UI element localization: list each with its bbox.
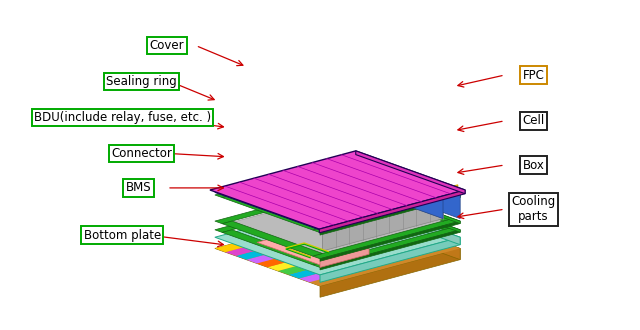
Polygon shape bbox=[355, 200, 460, 245]
Text: Sealing ring: Sealing ring bbox=[106, 75, 177, 88]
Text: Cover: Cover bbox=[150, 39, 184, 52]
Text: Connector: Connector bbox=[111, 147, 172, 160]
Polygon shape bbox=[215, 157, 362, 198]
Polygon shape bbox=[236, 218, 387, 260]
Text: Cooling
parts: Cooling parts bbox=[511, 195, 556, 223]
Text: FPC: FPC bbox=[522, 69, 545, 82]
Polygon shape bbox=[323, 195, 443, 251]
Polygon shape bbox=[257, 229, 369, 265]
Polygon shape bbox=[215, 211, 460, 286]
Text: Bottom plate: Bottom plate bbox=[84, 229, 161, 242]
Polygon shape bbox=[313, 192, 460, 233]
Polygon shape bbox=[353, 163, 443, 218]
Text: BDU(include relay, fuse, etc. ): BDU(include relay, fuse, etc. ) bbox=[34, 111, 211, 124]
Polygon shape bbox=[320, 195, 460, 235]
Polygon shape bbox=[221, 192, 322, 228]
Polygon shape bbox=[210, 151, 465, 229]
Polygon shape bbox=[232, 163, 443, 227]
Polygon shape bbox=[320, 248, 369, 267]
Polygon shape bbox=[356, 151, 465, 194]
Polygon shape bbox=[299, 241, 450, 282]
Polygon shape bbox=[215, 211, 365, 252]
Polygon shape bbox=[320, 237, 460, 282]
Polygon shape bbox=[222, 195, 323, 230]
Polygon shape bbox=[215, 192, 362, 232]
Polygon shape bbox=[225, 214, 376, 256]
Polygon shape bbox=[355, 155, 460, 218]
Polygon shape bbox=[246, 222, 397, 263]
Polygon shape bbox=[355, 192, 460, 232]
Polygon shape bbox=[310, 245, 460, 286]
Polygon shape bbox=[355, 183, 460, 223]
Polygon shape bbox=[320, 221, 460, 261]
Polygon shape bbox=[452, 185, 458, 191]
Polygon shape bbox=[313, 227, 460, 267]
Polygon shape bbox=[353, 163, 443, 218]
Polygon shape bbox=[314, 190, 460, 230]
Polygon shape bbox=[215, 200, 460, 275]
Polygon shape bbox=[222, 221, 323, 256]
Polygon shape bbox=[353, 157, 454, 192]
Polygon shape bbox=[257, 226, 408, 267]
Polygon shape bbox=[355, 157, 460, 197]
Polygon shape bbox=[215, 155, 361, 195]
Polygon shape bbox=[278, 233, 429, 275]
Polygon shape bbox=[319, 190, 465, 233]
Polygon shape bbox=[313, 218, 460, 259]
Polygon shape bbox=[353, 186, 453, 221]
Polygon shape bbox=[215, 183, 362, 224]
Polygon shape bbox=[320, 230, 460, 270]
Text: Cell: Cell bbox=[522, 114, 545, 127]
Polygon shape bbox=[353, 195, 453, 230]
Polygon shape bbox=[353, 160, 453, 195]
Polygon shape bbox=[289, 237, 439, 279]
Polygon shape bbox=[320, 248, 460, 297]
Polygon shape bbox=[355, 211, 460, 260]
Text: Box: Box bbox=[522, 158, 545, 172]
Polygon shape bbox=[232, 190, 443, 255]
Text: BMS: BMS bbox=[125, 182, 151, 194]
Polygon shape bbox=[222, 230, 323, 265]
Polygon shape bbox=[268, 230, 418, 271]
